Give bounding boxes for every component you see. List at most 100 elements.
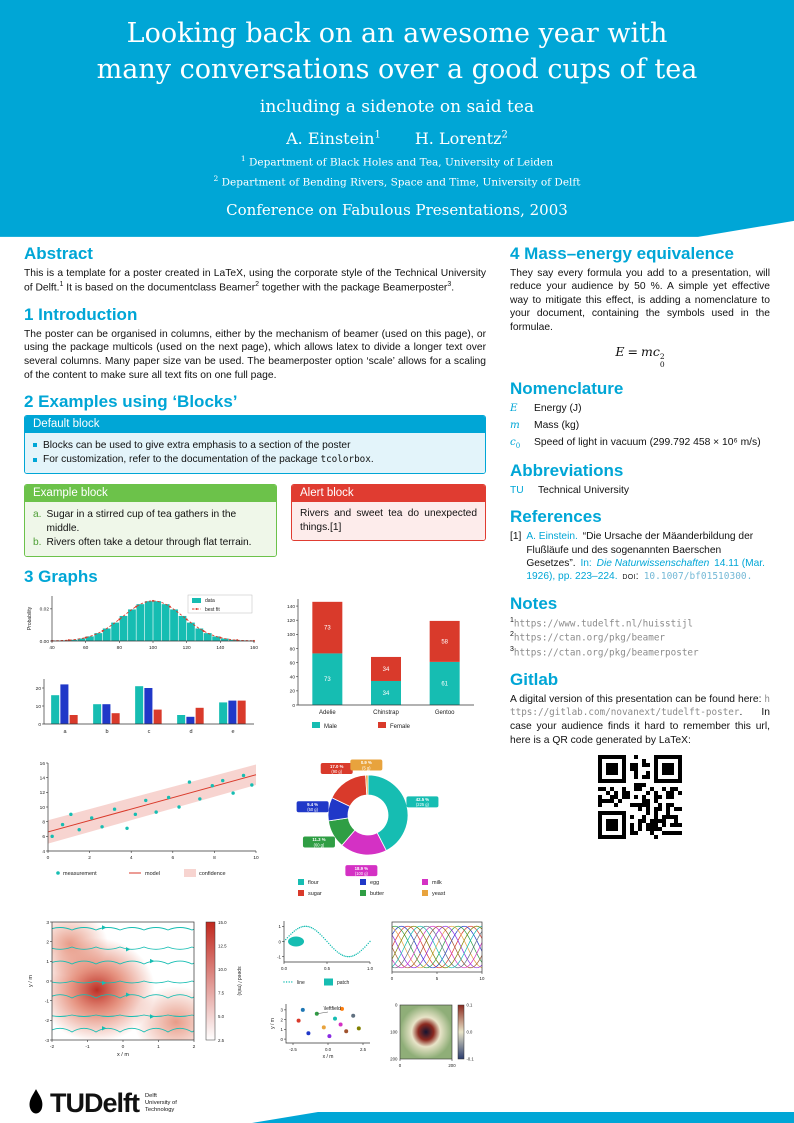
chart-multiline: 0 5 10 <box>380 916 488 995</box>
svg-text:Probability: Probability <box>27 606 33 630</box>
section-heading-notes: Notes <box>510 593 558 613</box>
default-block-bullet-2: For customization, refer to the document… <box>33 453 477 466</box>
svg-text:2: 2 <box>88 855 91 861</box>
poster-header: Looking back on an awesome year with man… <box>0 0 794 237</box>
svg-text:0.0: 0.0 <box>281 966 288 971</box>
svg-text:8: 8 <box>42 819 45 825</box>
example-item-b: b. Rivers often take a detour through fla… <box>33 536 252 548</box>
svg-text:5: 5 <box>436 976 439 981</box>
note-url-1[interactable]: https://www.tudelft.nl/huisstijl <box>513 617 694 629</box>
svg-text:patch: patch <box>337 980 349 986</box>
poster-title: Looking back on an awesome year with man… <box>96 18 698 86</box>
chart-scatter-field: \leftfield -2.5 0.0 2.5 0 1 2 3 x / m y / m <box>268 999 376 1078</box>
svg-text:(5 g): (5 g) <box>362 765 371 770</box>
example-block-body: a. Sugar in a stirred cup of tea gathers … <box>25 502 276 557</box>
affiliation-2: 2 Department of Bending Rivers, Space an… <box>213 174 581 189</box>
svg-text:0.02: 0.02 <box>40 606 50 612</box>
svg-text:10: 10 <box>253 855 259 861</box>
section-heading-abbreviations: Abbreviations <box>510 461 624 481</box>
svg-text:140: 140 <box>287 604 295 610</box>
svg-text:1: 1 <box>281 1027 284 1032</box>
svg-text:80: 80 <box>117 645 123 651</box>
svg-text:3: 3 <box>281 1007 284 1012</box>
svg-text:-1: -1 <box>277 954 281 959</box>
svg-text:7.5: 7.5 <box>218 990 225 995</box>
chart-histogram: 40 60 80 100 120 140 160 0.00 0.02 Probability dat… <box>24 591 264 668</box>
block-row: Example block a. Sugar in a stirred cup o… <box>24 484 486 558</box>
svg-text:100: 100 <box>390 1029 398 1034</box>
svg-text:-1: -1 <box>45 998 50 1004</box>
svg-text:17.0 %: 17.0 % <box>330 764 344 769</box>
svg-text:Female: Female <box>390 724 411 730</box>
svg-text:14: 14 <box>40 775 46 781</box>
svg-text:-2: -2 <box>50 1044 55 1050</box>
svg-text:10: 10 <box>36 704 42 710</box>
svg-text:x / m: x / m <box>323 1054 334 1060</box>
svg-text:2: 2 <box>281 1017 284 1022</box>
svg-text:-1: -1 <box>85 1044 90 1050</box>
nomenclature-list: E Energy (J) m Mass (kg) c0 Speed of light … <box>510 402 770 451</box>
svg-text:6: 6 <box>42 834 45 840</box>
svg-text:y / m: y / m <box>28 974 34 986</box>
svg-text:Male: Male <box>324 724 338 730</box>
svg-text:10: 10 <box>480 976 485 981</box>
svg-text:0: 0 <box>46 979 49 985</box>
abstract-text: This is a template for a poster created … <box>24 267 486 294</box>
alert-block-body: Rivers and sweet tea do unexpected thing… <box>292 502 485 540</box>
nomenclature-row: m Mass (kg) <box>510 419 580 432</box>
svg-text:2.5: 2.5 <box>360 1047 367 1052</box>
svg-text:1.0: 1.0 <box>367 966 374 971</box>
note-3: 3https://ctan.org/pkg/beamerposter <box>510 646 699 659</box>
svg-text:100: 100 <box>149 645 157 651</box>
svg-text:0: 0 <box>395 1002 398 1007</box>
svg-text:73: 73 <box>324 677 331 683</box>
svg-text:3: 3 <box>46 920 49 926</box>
logo-subtext: Delft University of Technology <box>145 1093 177 1114</box>
svg-text:73: 73 <box>324 625 331 631</box>
note-url-3[interactable]: https://ctan.org/pkg/beamerposter <box>513 647 699 659</box>
svg-text:2: 2 <box>46 939 49 945</box>
svg-text:60: 60 <box>83 645 89 651</box>
reference-item: [1] A. Einstein. “Die Ursache der Mäande… <box>510 531 765 583</box>
qr-code <box>598 755 682 844</box>
svg-text:milk: milk <box>432 880 442 886</box>
svg-text:0: 0 <box>281 1037 284 1042</box>
svg-text:100: 100 <box>287 632 295 638</box>
doi-link[interactable]: 10.1007/bf01510300. <box>643 571 753 583</box>
svg-text:d: d <box>189 729 192 735</box>
svg-text:140: 140 <box>216 645 224 651</box>
nomenclature-row: c0 Speed of light in vacuum (299.792 458 … <box>510 436 761 451</box>
svg-text:best fit: best fit <box>205 607 220 613</box>
bullet-square-icon <box>33 457 37 462</box>
poster-subtitle: including a sidenote on said tea <box>259 96 535 117</box>
section-heading-graphs: 3 Graphs <box>24 567 98 587</box>
svg-text:-0.1: -0.1 <box>467 1056 475 1061</box>
section-heading-mass-energy: 4 Mass–energy equivalence <box>510 243 734 263</box>
svg-text:0: 0 <box>292 703 295 709</box>
bullet-square-icon <box>33 443 37 448</box>
svg-text:4: 4 <box>42 849 45 855</box>
svg-text:15.0: 15.0 <box>218 920 227 925</box>
svg-text:confidence: confidence <box>199 871 226 877</box>
qr-wrap <box>510 755 770 844</box>
default-block: Default block Blocks can be used to give… <box>24 414 486 475</box>
svg-text:\leftfield: \leftfield <box>324 1006 341 1012</box>
svg-text:0: 0 <box>391 976 394 981</box>
svg-text:61: 61 <box>441 681 448 687</box>
svg-text:160: 160 <box>250 645 258 651</box>
svg-text:1: 1 <box>157 1044 160 1050</box>
svg-text:4: 4 <box>130 855 133 861</box>
svg-text:40: 40 <box>49 645 55 651</box>
svg-text:58: 58 <box>441 639 448 645</box>
svg-text:0.00: 0.00 <box>40 639 50 645</box>
svg-text:-2.5: -2.5 <box>289 1047 297 1052</box>
default-block-title: Default block <box>25 415 485 433</box>
svg-text:200: 200 <box>390 1056 398 1061</box>
svg-text:10: 10 <box>40 805 46 811</box>
chart-grouped-bar: a b c d e 0 10 20 <box>24 672 264 749</box>
note-url-2[interactable]: https://ctan.org/pkg/beamer <box>513 632 666 644</box>
svg-text:2.5: 2.5 <box>218 1038 225 1043</box>
svg-text:20: 20 <box>36 686 42 692</box>
gitlab-url[interactable]: https://gitlab.com/novanext/tudelft-post… <box>510 693 770 719</box>
